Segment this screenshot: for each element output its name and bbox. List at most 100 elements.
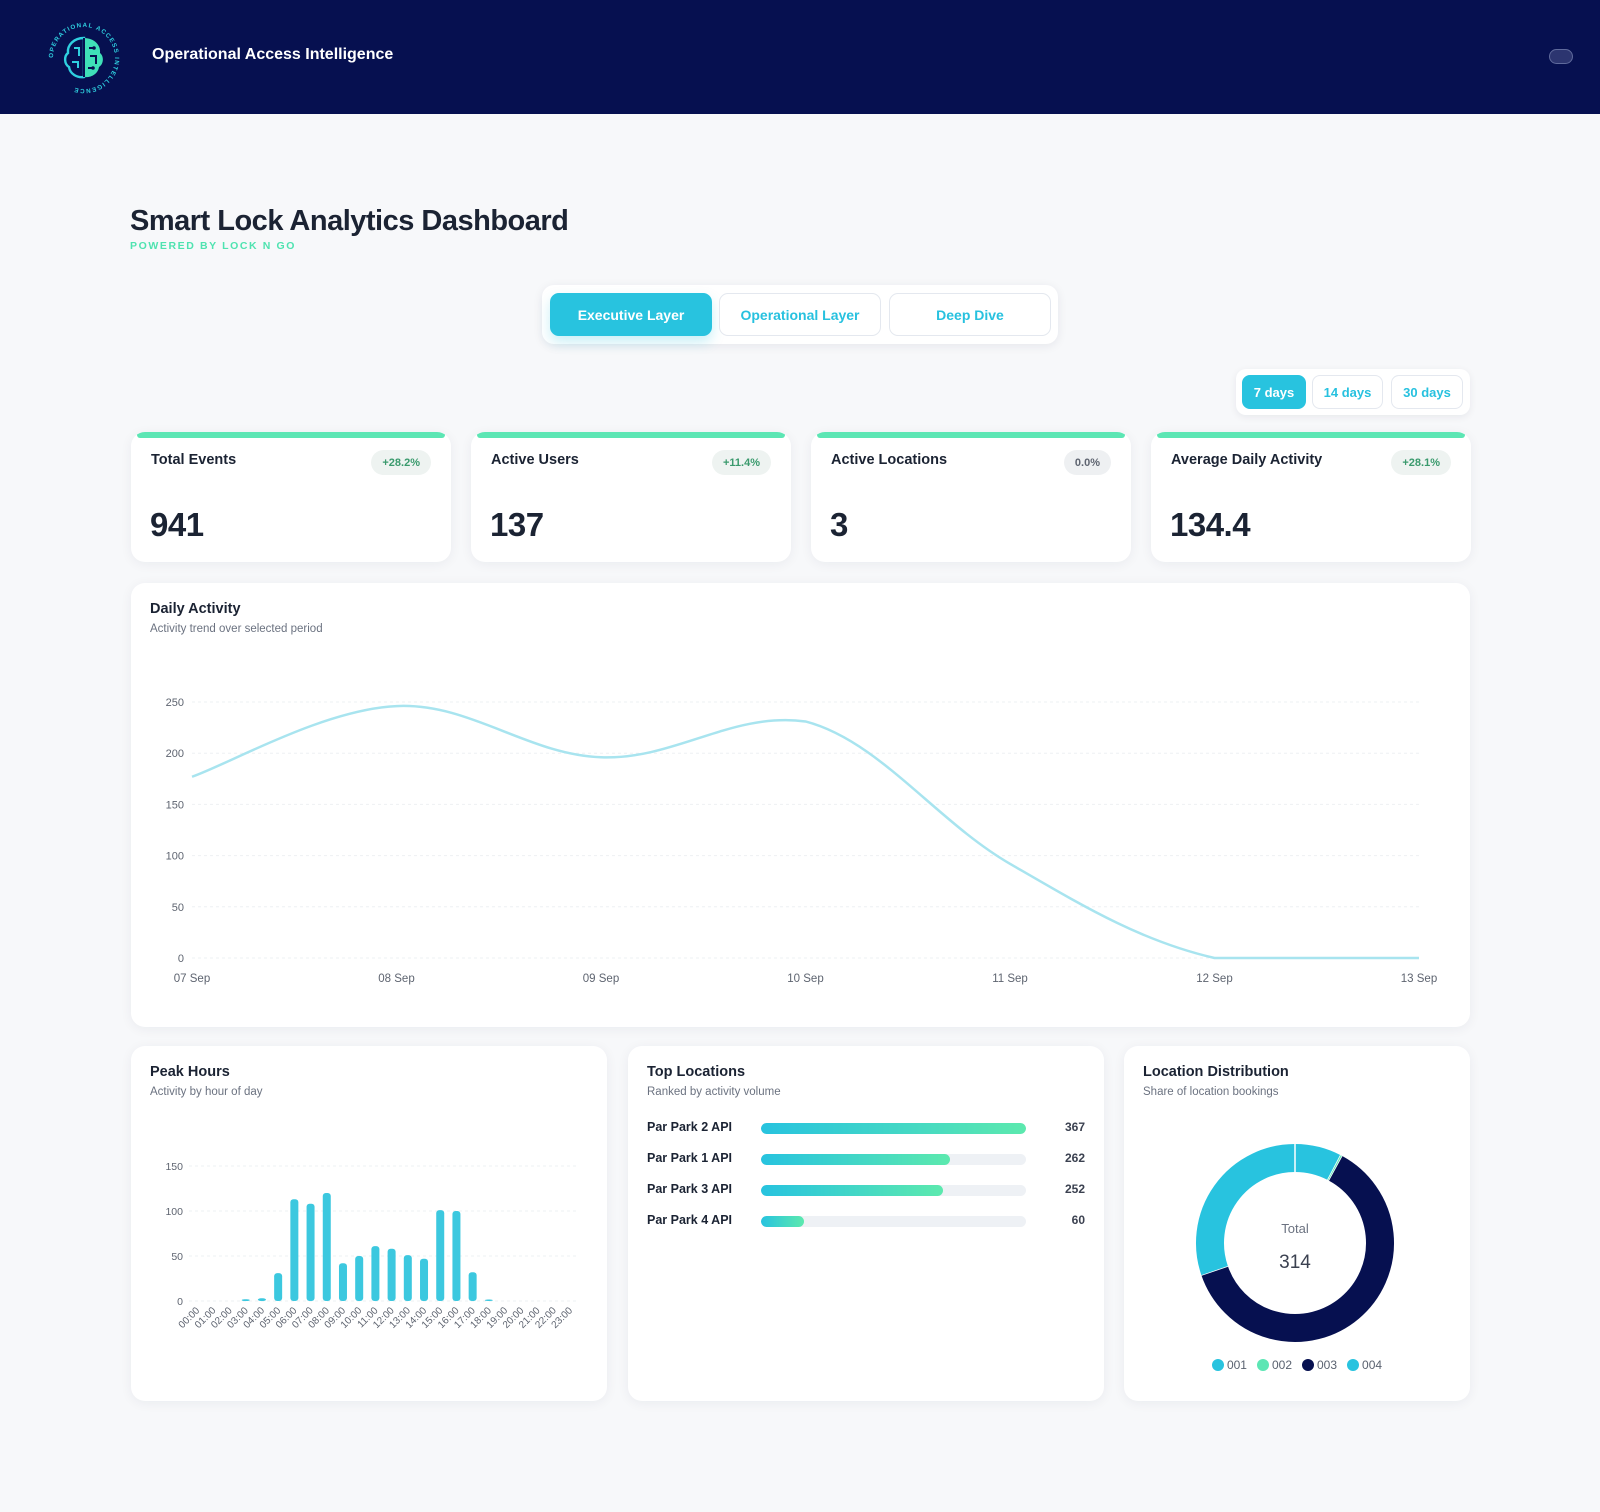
top-bar: OPERATIONAL ACCESS INTELLIGENCE Operatio… xyxy=(0,0,1600,114)
kpi-card-active-locations: Active Locations 0.0% 3 xyxy=(811,432,1131,562)
donut-slice-gap xyxy=(1201,1265,1229,1276)
peak-hour-bar[interactable] xyxy=(322,1193,331,1301)
range-14-days[interactable]: 14 days xyxy=(1312,375,1383,409)
location-name: Par Park 1 API xyxy=(647,1151,733,1165)
donut-total-value: 314 xyxy=(1279,1252,1311,1273)
peak-hour-bar[interactable] xyxy=(290,1199,299,1301)
line-point[interactable] xyxy=(1212,955,1218,961)
kpi-change-badge: +11.4% xyxy=(711,450,771,475)
kpi-label: Active Users xyxy=(491,452,579,468)
location-row[interactable]: Par Park 3 API 252 xyxy=(647,1180,1085,1200)
legend-label: 002 xyxy=(1271,1358,1292,1372)
y-tick-label: 0 xyxy=(177,1296,183,1308)
line-point[interactable] xyxy=(394,703,400,709)
card-title: Peak Hours xyxy=(150,1064,230,1080)
card-title: Location Distribution xyxy=(1143,1064,1289,1080)
peak-hour-bar[interactable] xyxy=(387,1248,396,1301)
page-title: Smart Lock Analytics Dashboard xyxy=(130,205,569,237)
peak-hour-bar[interactable] xyxy=(468,1272,477,1301)
donut-slice-001[interactable] xyxy=(1294,1144,1341,1181)
line-point[interactable] xyxy=(1007,861,1013,867)
legend-label: 004 xyxy=(1362,1358,1383,1372)
peak-hour-bar[interactable] xyxy=(241,1299,250,1301)
card-title: Top Locations xyxy=(647,1064,746,1080)
location-distribution-card: Location Distribution Share of location … xyxy=(1124,1046,1470,1401)
card-subtitle: Activity by hour of day xyxy=(150,1086,263,1098)
legend-item[interactable]: 003 xyxy=(1302,1358,1337,1372)
legend-item[interactable]: 004 xyxy=(1347,1358,1382,1372)
y-tick-label: 150 xyxy=(166,799,184,811)
daily-activity-line[interactable] xyxy=(191,704,1419,960)
peak-hour-bar[interactable] xyxy=(403,1255,412,1301)
y-tick-label: 50 xyxy=(171,1251,183,1263)
y-tick-label: 100 xyxy=(166,851,184,863)
kpi-card-average-daily-activity: Average Daily Activity +28.1% 134.4 xyxy=(1151,432,1471,562)
kpi-label: Active Locations xyxy=(831,452,948,468)
peak-hour-bar[interactable] xyxy=(257,1298,266,1301)
line-point[interactable] xyxy=(598,754,604,760)
line-point[interactable] xyxy=(189,774,195,780)
location-bar-track xyxy=(761,1185,1026,1196)
y-tick-label: 50 xyxy=(172,902,184,914)
location-row[interactable]: Par Park 2 API 367 xyxy=(647,1118,1085,1138)
kpi-value: 3 xyxy=(830,506,848,543)
peak-hour-bar[interactable] xyxy=(355,1256,364,1301)
tab-executive-layer[interactable]: Executive Layer xyxy=(550,293,712,336)
tab-operational-layer[interactable]: Operational Layer xyxy=(719,293,881,336)
peak-hour-bar[interactable] xyxy=(371,1246,380,1301)
donut-slice-003[interactable] xyxy=(1201,1156,1394,1342)
legend-item[interactable]: 002 xyxy=(1256,1358,1292,1372)
card-subtitle: Share of location bookings xyxy=(1143,1086,1279,1098)
location-value: 367 xyxy=(1064,1120,1085,1134)
y-tick-label: 100 xyxy=(165,1206,183,1218)
peak-hour-bar[interactable] xyxy=(420,1258,429,1301)
daily-activity-chart: 0 50 100 150 200 250 07 Sep 08 Sep 09 Sep 10 Sep 1… xyxy=(166,697,1438,985)
line-point[interactable] xyxy=(1416,955,1422,961)
kpi-card-total-events: Total Events +28.2% 941 xyxy=(131,432,451,562)
page-subtitle: POWERED BY LOCK N GO xyxy=(130,240,296,252)
kpi-change-badge: 0.0% xyxy=(1063,450,1111,475)
top-locations-card: Top Locations Ranked by activity volume … xyxy=(628,1046,1104,1401)
x-tick-label: 12 Sep xyxy=(1196,973,1232,985)
legend-label: 003 xyxy=(1317,1358,1338,1372)
range-7-days[interactable]: 7 days xyxy=(1242,375,1306,409)
location-name: Par Park 2 API xyxy=(647,1120,733,1134)
brain-logo[interactable]: OPERATIONAL ACCESS INTELLIGENCE xyxy=(46,20,122,96)
legend-dot xyxy=(1256,1359,1269,1371)
x-tick-label: 13 Sep xyxy=(1401,973,1437,985)
location-name: Par Park 4 API xyxy=(647,1213,733,1227)
app-title: Operational Access Intelligence xyxy=(152,46,394,63)
line-point[interactable] xyxy=(803,718,809,724)
y-tick-label: 150 xyxy=(165,1161,183,1173)
peak-hour-bar[interactable] xyxy=(436,1210,445,1301)
range-30-days[interactable]: 30 days xyxy=(1391,375,1463,409)
peak-hour-bar[interactable] xyxy=(452,1211,461,1301)
theme-toggle[interactable] xyxy=(1549,49,1573,64)
layer-tabs: Executive Layer Operational Layer Deep D… xyxy=(542,285,1058,344)
location-bar-track xyxy=(761,1216,1026,1227)
kpi-accent-bar xyxy=(817,432,1125,438)
legend-item[interactable]: 001 xyxy=(1211,1358,1247,1372)
legend-label: 001 xyxy=(1226,1358,1247,1372)
location-value: 60 xyxy=(1071,1213,1085,1227)
legend-dot xyxy=(1347,1359,1360,1371)
x-tick-label: 09 Sep xyxy=(583,973,619,985)
peak-hour-bar[interactable] xyxy=(338,1263,347,1301)
location-row[interactable]: Par Park 4 API 60 xyxy=(647,1211,1085,1231)
location-row[interactable]: Par Park 1 API 262 xyxy=(647,1149,1085,1169)
location-bar-fill xyxy=(761,1185,943,1196)
card-title: Daily Activity xyxy=(150,601,241,617)
peak-hour-bar[interactable] xyxy=(306,1203,315,1301)
kpi-value: 941 xyxy=(150,506,204,543)
tab-deep-dive[interactable]: Deep Dive xyxy=(889,293,1051,336)
peak-hour-bar[interactable] xyxy=(484,1299,493,1302)
location-bar-fill xyxy=(761,1123,1026,1134)
kpi-accent-bar xyxy=(137,432,445,438)
peak-hours-card: Peak Hours Activity by hour of day 0 50 10… xyxy=(131,1046,607,1401)
donut-slice-004[interactable] xyxy=(1196,1144,1296,1276)
card-subtitle: Ranked by activity volume xyxy=(647,1086,781,1098)
y-tick-label: 250 xyxy=(166,697,184,709)
x-tick-label: 08 Sep xyxy=(378,973,414,985)
legend-dot xyxy=(1211,1359,1224,1371)
peak-hour-bar[interactable] xyxy=(274,1273,283,1301)
